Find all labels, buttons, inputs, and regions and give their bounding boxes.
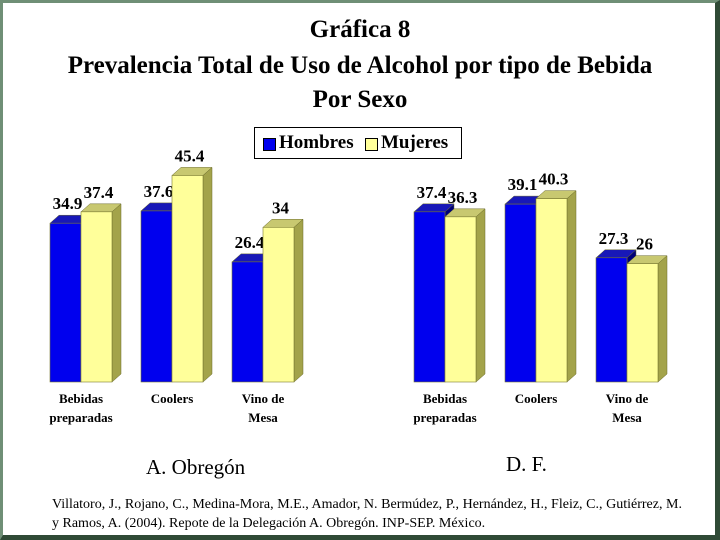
bar-mujeres: [535, 198, 568, 383]
data-label-mujeres: 26: [636, 235, 653, 254]
category-label: preparadas: [413, 410, 476, 425]
legend-swatch-hombres: [263, 138, 276, 151]
data-label-hombres: 39.1: [508, 175, 538, 194]
bar-mujeres: [80, 211, 113, 383]
data-label-hombres: 27.3: [599, 229, 629, 248]
category-label: Vino de: [242, 391, 285, 406]
chart-title-line-2: Prevalencia Total de Uso de Alcohol por …: [67, 52, 653, 79]
data-label-mujeres: 40.3: [539, 170, 569, 189]
category-label: Mesa: [248, 410, 278, 425]
category-label: preparadas: [49, 410, 112, 425]
data-label-mujeres: 37.4: [84, 183, 114, 202]
data-label-mujeres: 34: [272, 198, 290, 217]
chart-panel-1: 37.4 36.3 Bebidas preparadas 39.1 40.3 Coolers…: [413, 170, 668, 425]
legend-label-hombres: Hombres: [279, 132, 354, 153]
bar-side-mujeres: [657, 255, 668, 383]
bar-side-mujeres: [111, 203, 122, 383]
category-label: Coolers: [515, 391, 558, 406]
data-label-hombres: 26.4: [235, 233, 265, 252]
bar-hombres: [49, 222, 82, 383]
data-label-hombres: 37.4: [417, 183, 447, 202]
chart-panel-0: 34.937.4 Bebidas preparadas 37.645.4 Coolers…: [49, 146, 304, 425]
panel-label-df: D. F.: [506, 452, 547, 476]
bar-hombres: [504, 203, 537, 383]
bar-hombres: [413, 211, 446, 383]
data-label-mujeres: 36.3: [448, 188, 478, 207]
data-label-hombres: 34.9: [53, 194, 83, 213]
category-label: Mesa: [612, 410, 642, 425]
bar-hombres: [231, 261, 264, 383]
bar-side-mujeres: [566, 190, 577, 383]
category-label: Coolers: [151, 391, 194, 406]
bar-mujeres: [262, 227, 295, 383]
bar-mujeres: [444, 216, 477, 383]
bar-hombres: [140, 210, 173, 383]
legend-label-mujeres: Mujeres: [381, 132, 449, 153]
bar-mujeres: [171, 175, 204, 383]
bar-side-mujeres: [293, 218, 304, 383]
category-label: Bebidas: [423, 391, 467, 406]
panel-label-obregon: A. Obregón: [146, 455, 246, 479]
bar-side-mujeres: [202, 166, 213, 383]
bar-side-mujeres: [475, 208, 486, 383]
legend-swatch-mujeres: [365, 138, 378, 151]
data-label-mujeres: 45.4: [175, 146, 205, 165]
chart-title-line-1: Gráfica 8: [309, 16, 411, 43]
legend: Hombres Mujeres: [254, 127, 462, 159]
bar-hombres: [595, 257, 628, 383]
category-label: Vino de: [606, 391, 649, 406]
source-citation: Villatoro, J., Rojano, C., Medina-Mora, …: [52, 497, 682, 531]
chart-title-line-3: Por Sexo: [312, 86, 408, 113]
bar-mujeres: [626, 263, 659, 383]
data-label-hombres: 37.6: [144, 182, 174, 201]
category-label: Bebidas: [59, 391, 103, 406]
